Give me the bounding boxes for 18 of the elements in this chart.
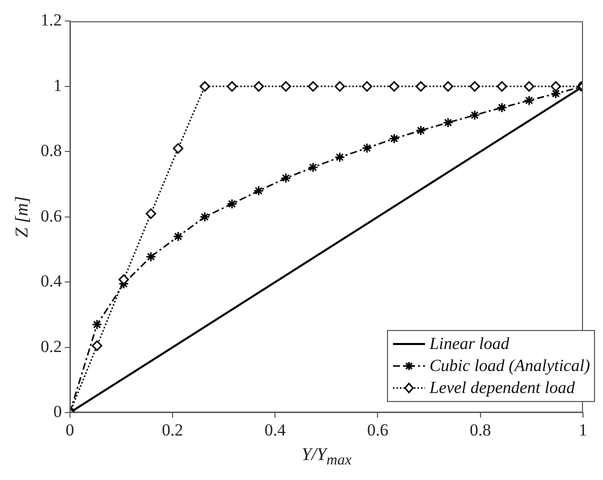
x-axis-title: Y/Y$_{max}$ <box>300 444 353 470</box>
y-tick-label: 1 <box>53 76 62 95</box>
y-tick-label: 0.2 <box>40 336 62 356</box>
y-axis-title: Z [m] <box>12 196 32 238</box>
y-tick-label: 0.6 <box>40 206 62 226</box>
legend-label: Cubic load (Analytical) <box>429 355 590 377</box>
y-tick-label: 0.8 <box>40 141 62 160</box>
y-tick-label: 1.2 <box>40 10 62 30</box>
x-tick-label: 0.6 <box>367 420 388 440</box>
y-tick-label: 0.4 <box>40 272 62 291</box>
x-tick-label: 0.4 <box>264 420 286 440</box>
x-tick-label: 0.8 <box>470 420 491 440</box>
legend-label: Level dependent load <box>429 377 575 399</box>
x-tick-label: 1 <box>578 420 588 440</box>
y-tick-label: 0 <box>53 402 62 422</box>
x-tick-label: 0.2 <box>162 420 184 440</box>
legend-label: Linear load <box>429 333 510 355</box>
x-tick-label: 0 <box>66 420 74 440</box>
